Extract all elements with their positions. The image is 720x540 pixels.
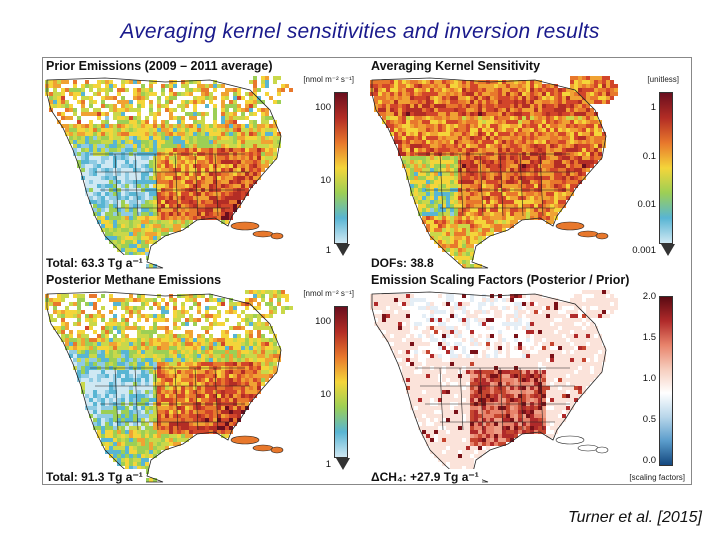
tick-label: 1 [650, 102, 656, 113]
colorbar-triangle [336, 458, 350, 470]
dofs-label: DOFs: 38.8 [371, 255, 437, 270]
tick-label: 2.0 [642, 291, 656, 302]
panel-prior-emissions: Prior Emissions (2009 – 2011 average) [n… [43, 58, 366, 270]
panel-title: Prior Emissions (2009 – 2011 average) [46, 59, 273, 73]
citation: Turner et al. [2015] [568, 509, 702, 526]
slide-title: Averaging kernel sensitivities and inver… [120, 20, 600, 43]
tick-label: 1 [325, 459, 331, 470]
colorbar [659, 296, 673, 466]
tick-label: 0.001 [632, 245, 656, 256]
total-label: Total: 63.3 Tg a⁻¹ [46, 255, 146, 270]
colorbar-triangle [661, 244, 675, 256]
tick-label: 100 [315, 316, 331, 327]
tick-label: 1 [325, 245, 331, 256]
panel-posterior-emissions: Posterior Methane Emissions [nmol m⁻² s⁻… [43, 272, 366, 484]
tick-label: 1.5 [642, 332, 656, 343]
map-averaging-kernel [370, 76, 650, 270]
tick-label: 10 [320, 389, 331, 400]
tick-label: 100 [315, 102, 331, 113]
panel-title: Posterior Methane Emissions [46, 273, 222, 287]
panel-scaling-factors: Emission Scaling Factors (Posterior / Pr… [368, 272, 691, 484]
colorbar [334, 306, 348, 458]
colorbar [334, 92, 348, 244]
delta-label: ΔCH₄: +27.9 Tg a⁻¹ [371, 469, 482, 484]
figure-grid: Prior Emissions (2009 – 2011 average) [n… [42, 57, 692, 485]
units-label: [nmol m⁻² s⁻¹] [303, 289, 354, 298]
units-label: [scaling factors] [629, 473, 685, 482]
panel-title: Averaging Kernel Sensitivity [371, 59, 541, 73]
panel-title: Emission Scaling Factors (Posterior / Pr… [371, 273, 630, 287]
tick-label: 0.0 [642, 455, 656, 466]
tick-label: 0.5 [642, 414, 656, 425]
map-posterior-emissions [45, 290, 325, 484]
tick-label: 10 [320, 175, 331, 186]
tick-label: 1.0 [642, 373, 656, 384]
tick-label: 0.1 [642, 151, 656, 162]
map-prior-emissions [45, 76, 325, 270]
map-scaling-factors [370, 290, 650, 484]
colorbar-triangle [336, 244, 350, 256]
units-label: [unitless] [647, 75, 679, 84]
colorbar [659, 92, 673, 244]
total-label: Total: 91.3 Tg a⁻¹ [46, 469, 146, 484]
panel-averaging-kernel: Averaging Kernel Sensitivity [unitless] … [368, 58, 691, 270]
units-label: [nmol m⁻² s⁻¹] [303, 75, 354, 84]
tick-label: 0.01 [637, 199, 657, 210]
